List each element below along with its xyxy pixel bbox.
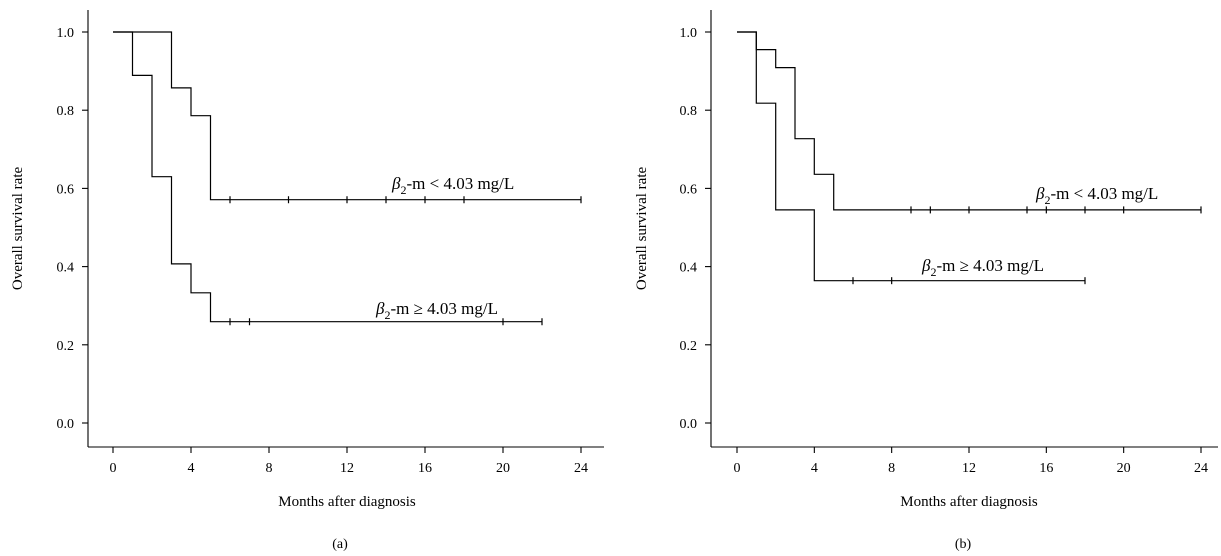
series-label-text: -m < 4.03 mg/L	[1050, 184, 1158, 203]
survival-curve-high	[737, 31, 1085, 282]
series-label-beta: β	[921, 256, 931, 275]
y-tick-label: 0.8	[57, 104, 75, 119]
y-tick-label: 0.6	[680, 182, 698, 197]
x-tick-label: 0	[110, 461, 117, 476]
series-label-subscript: 2	[400, 183, 406, 197]
y-tick-label: 1.0	[680, 26, 698, 41]
x-tick-label: 16	[418, 461, 432, 476]
series-label-subscript: 2	[930, 265, 936, 279]
series-label-subscript: 2	[1044, 193, 1050, 207]
y-tick-label: 0.4	[57, 261, 75, 276]
y-tick-label: 0.2	[57, 339, 75, 354]
panel-label: (a)	[332, 537, 348, 552]
series-label-text: -m ≥ 4.03 mg/L	[936, 256, 1044, 275]
series-label-subscript: 2	[384, 308, 390, 322]
x-tick-label: 16	[1039, 461, 1053, 476]
x-tick-label: 8	[266, 461, 273, 476]
series-label-text: -m ≥ 4.03 mg/L	[390, 299, 498, 318]
x-tick-label: 24	[574, 461, 588, 476]
y-axis-label: Overall survival rate	[10, 167, 26, 291]
series-label-beta: β	[391, 174, 401, 193]
y-tick-label: 0.2	[680, 339, 698, 354]
x-axis-label: Months after diagnosis	[900, 494, 1038, 510]
series-label: β2-m < 4.03 mg/L	[1035, 184, 1158, 207]
x-tick-label: 4	[188, 461, 195, 476]
y-tick-label: 0.8	[680, 104, 698, 119]
x-tick-label: 8	[888, 461, 895, 476]
series-label-beta: β	[375, 299, 385, 318]
panel-a: 0.0 0.2 0.4 0.6 0.8 1.0 0 4 8 12 16 20 24 Overall sur…	[10, 10, 604, 552]
x-tick-label: 24	[1194, 461, 1208, 476]
y-tick-label: 1.0	[57, 26, 75, 41]
survival-curve-high	[113, 31, 542, 323]
x-tick-label: 12	[962, 461, 976, 476]
panel-b: 0.0 0.2 0.4 0.6 0.8 1.0 0 4 8 12 16 20 24 Overall sur…	[634, 10, 1218, 552]
series-label: β2-m ≥ 4.03 mg/L	[921, 256, 1044, 279]
series-label: β2-m ≥ 4.03 mg/L	[375, 299, 498, 322]
panel-label: (b)	[955, 537, 972, 552]
x-tick-label: 4	[811, 461, 818, 476]
y-tick-label: 0.6	[57, 182, 75, 197]
x-axis-label: Months after diagnosis	[278, 494, 416, 510]
survival-curve-low	[113, 31, 581, 201]
y-tick-label: 0.0	[680, 417, 698, 432]
y-tick-label: 0.0	[57, 417, 75, 432]
x-tick-label: 12	[340, 461, 354, 476]
x-tick-label: 0	[734, 461, 741, 476]
x-tick-label: 20	[496, 461, 510, 476]
y-axis-label: Overall survival rate	[634, 167, 650, 291]
series-label: β2-m < 4.03 mg/L	[391, 174, 514, 197]
x-tick-label: 20	[1117, 461, 1131, 476]
y-tick-label: 0.4	[680, 261, 698, 276]
series-label-beta: β	[1035, 184, 1045, 203]
series-label-text: -m < 4.03 mg/L	[406, 174, 514, 193]
